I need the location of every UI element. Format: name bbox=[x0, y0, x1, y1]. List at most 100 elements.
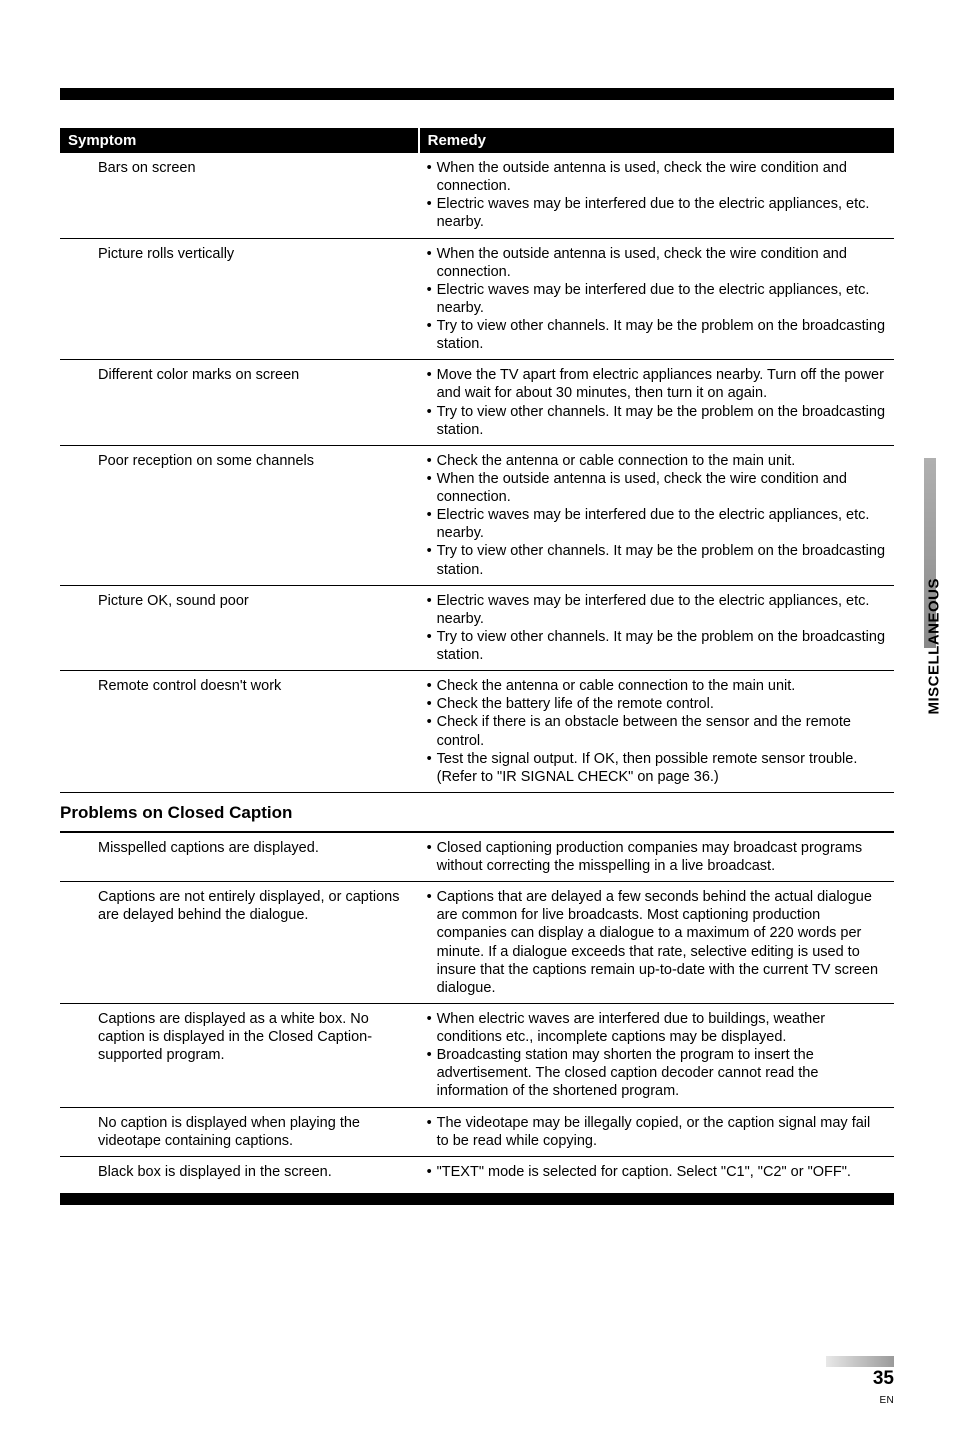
remedy-text: The videotape may be illegally copied, o… bbox=[437, 1114, 886, 1150]
header-remedy: Remedy bbox=[419, 128, 894, 153]
bullet-dot-icon: • bbox=[427, 366, 437, 402]
bullet-dot-icon: • bbox=[427, 628, 437, 664]
bullet-dot-icon: • bbox=[427, 1163, 437, 1181]
remedy-bullet: •Test the signal output. If OK, then pos… bbox=[427, 750, 886, 786]
section-heading-closed-caption: Problems on Closed Caption bbox=[60, 793, 894, 831]
remedy-text: "TEXT" mode is selected for caption. Sel… bbox=[437, 1163, 886, 1181]
remedy-cell: •"TEXT" mode is selected for caption. Se… bbox=[419, 1156, 894, 1187]
closed-caption-table: Misspelled captions are displayed.•Close… bbox=[60, 831, 894, 1187]
remedy-bullet: •Try to view other channels. It may be t… bbox=[427, 628, 886, 664]
remedy-text: Try to view other channels. It may be th… bbox=[437, 317, 886, 353]
remedy-text: Try to view other channels. It may be th… bbox=[437, 403, 886, 439]
symptom-cell: Bars on screen bbox=[60, 153, 419, 238]
remedy-text: Electric waves may be interfered due to … bbox=[437, 506, 886, 542]
table-row: Black box is displayed in the screen. •"T… bbox=[60, 1156, 894, 1187]
remedy-text: Broadcasting station may shorten the pro… bbox=[437, 1046, 886, 1100]
remedy-bullet: •Broadcasting station may shorten the pr… bbox=[427, 1046, 886, 1100]
remedy-bullet: •When electric waves are interfered due … bbox=[427, 1010, 886, 1046]
bullet-dot-icon: • bbox=[427, 452, 437, 470]
remedy-cell: •Electric waves may be interfered due to… bbox=[419, 585, 894, 671]
remedy-cell: •When electric waves are interfered due … bbox=[419, 1003, 894, 1107]
remedy-text: Test the signal output. If OK, then poss… bbox=[437, 750, 886, 786]
remedy-text: When the outside antenna is used, check … bbox=[437, 159, 886, 195]
symptom-cell: Captions are not entirely displayed, or … bbox=[60, 882, 419, 1004]
remedy-cell: •Move the TV apart from electric applian… bbox=[419, 360, 894, 446]
remedy-bullet: •Electric waves may be interfered due to… bbox=[427, 195, 886, 231]
table-row: Captions are not entirely displayed, or … bbox=[60, 882, 894, 1004]
bullet-dot-icon: • bbox=[427, 470, 437, 506]
symptom-cell: No caption is displayed when playing the… bbox=[60, 1107, 419, 1156]
bullet-dot-icon: • bbox=[427, 403, 437, 439]
symptom-cell: Picture OK, sound poor bbox=[60, 585, 419, 671]
bullet-dot-icon: • bbox=[427, 506, 437, 542]
remedy-bullet: •Check the battery life of the remote co… bbox=[427, 695, 886, 713]
symptom-cell: Remote control doesn't work bbox=[60, 671, 419, 793]
main-content: Symptom Remedy Bars on screen•When the o… bbox=[0, 128, 954, 1187]
table-row: Picture OK, sound poor•Electric waves ma… bbox=[60, 585, 894, 671]
remedy-text: Electric waves may be interfered due to … bbox=[437, 281, 886, 317]
remedy-bullet: •Electric waves may be interfered due to… bbox=[427, 281, 886, 317]
remedy-bullet: •Closed captioning production companies … bbox=[427, 839, 886, 875]
remedy-text: Electric waves may be interfered due to … bbox=[437, 592, 886, 628]
remedy-bullet: •"TEXT" mode is selected for caption. Se… bbox=[427, 1163, 886, 1181]
table-row: Poor reception on some channels•Check th… bbox=[60, 445, 894, 585]
remedy-text: Check the antenna or cable connection to… bbox=[437, 452, 886, 470]
remedy-text: Move the TV apart from electric applianc… bbox=[437, 366, 886, 402]
remedy-bullet: •When the outside antenna is used, check… bbox=[427, 470, 886, 506]
symptom-cell: Captions are displayed as a white box. N… bbox=[60, 1003, 419, 1107]
remedy-bullet: •Captions that are delayed a few seconds… bbox=[427, 888, 886, 997]
symptom-cell: Different color marks on screen bbox=[60, 360, 419, 446]
page-number: 35 bbox=[873, 1368, 894, 1389]
remedy-text: When the outside antenna is used, check … bbox=[437, 470, 886, 506]
remedy-text: When electric waves are interfered due t… bbox=[437, 1010, 886, 1046]
bullet-dot-icon: • bbox=[427, 888, 437, 997]
bullet-dot-icon: • bbox=[427, 195, 437, 231]
remedy-bullet: •When the outside antenna is used, check… bbox=[427, 245, 886, 281]
top-black-bar bbox=[60, 88, 894, 100]
bullet-dot-icon: • bbox=[427, 839, 437, 875]
table-row: Bars on screen•When the outside antenna … bbox=[60, 153, 894, 238]
remedy-text: Try to view other channels. It may be th… bbox=[437, 628, 886, 664]
remedy-text: Check if there is an obstacle between th… bbox=[437, 713, 886, 749]
page-number-block: 35 EN bbox=[826, 1356, 894, 1408]
table-row: Captions are displayed as a white box. N… bbox=[60, 1003, 894, 1107]
table-row: Remote control doesn't work•Check the an… bbox=[60, 671, 894, 793]
remedy-cell: •Captions that are delayed a few seconds… bbox=[419, 882, 894, 1004]
bullet-dot-icon: • bbox=[427, 281, 437, 317]
symptom-cell: Picture rolls vertically bbox=[60, 238, 419, 360]
bullet-dot-icon: • bbox=[427, 245, 437, 281]
remedy-cell: •Closed captioning production companies … bbox=[419, 832, 894, 882]
symptom-cell: Black box is displayed in the screen. bbox=[60, 1156, 419, 1187]
remedy-cell: •The videotape may be illegally copied, … bbox=[419, 1107, 894, 1156]
remedy-bullet: •When the outside antenna is used, check… bbox=[427, 159, 886, 195]
remedy-text: Electric waves may be interfered due to … bbox=[437, 195, 886, 231]
bullet-dot-icon: • bbox=[427, 1046, 437, 1100]
remedy-bullet: •Check the antenna or cable connection t… bbox=[427, 452, 886, 470]
remedy-text: Try to view other channels. It may be th… bbox=[437, 542, 886, 578]
symptom-cell: Poor reception on some channels bbox=[60, 445, 419, 585]
symptom-cell: Misspelled captions are displayed. bbox=[60, 832, 419, 882]
bottom-black-bar bbox=[60, 1193, 894, 1205]
remedy-text: Closed captioning production companies m… bbox=[437, 839, 886, 875]
remedy-bullet: •The videotape may be illegally copied, … bbox=[427, 1114, 886, 1150]
remedy-text: Check the battery life of the remote con… bbox=[437, 695, 886, 713]
bullet-dot-icon: • bbox=[427, 159, 437, 195]
remedy-bullet: •Try to view other channels. It may be t… bbox=[427, 403, 886, 439]
remedy-bullet: •Electric waves may be interfered due to… bbox=[427, 592, 886, 628]
table-row: Misspelled captions are displayed.•Close… bbox=[60, 832, 894, 882]
page-lang: EN bbox=[880, 1395, 895, 1406]
remedy-cell: •When the outside antenna is used, check… bbox=[419, 238, 894, 360]
remedy-text: Captions that are delayed a few seconds … bbox=[437, 888, 886, 997]
bullet-dot-icon: • bbox=[427, 677, 437, 695]
remedy-text: Check the antenna or cable connection to… bbox=[437, 677, 886, 695]
remedy-bullet: •Electric waves may be interfered due to… bbox=[427, 506, 886, 542]
bullet-dot-icon: • bbox=[427, 695, 437, 713]
table-row: Different color marks on screen•Move the… bbox=[60, 360, 894, 446]
table-row: Picture rolls vertically•When the outsid… bbox=[60, 238, 894, 360]
bullet-dot-icon: • bbox=[427, 317, 437, 353]
remedy-bullet: •Try to view other channels. It may be t… bbox=[427, 317, 886, 353]
bullet-dot-icon: • bbox=[427, 750, 437, 786]
bullet-dot-icon: • bbox=[427, 713, 437, 749]
remedy-cell: •Check the antenna or cable connection t… bbox=[419, 671, 894, 793]
remedy-cell: •When the outside antenna is used, check… bbox=[419, 153, 894, 238]
